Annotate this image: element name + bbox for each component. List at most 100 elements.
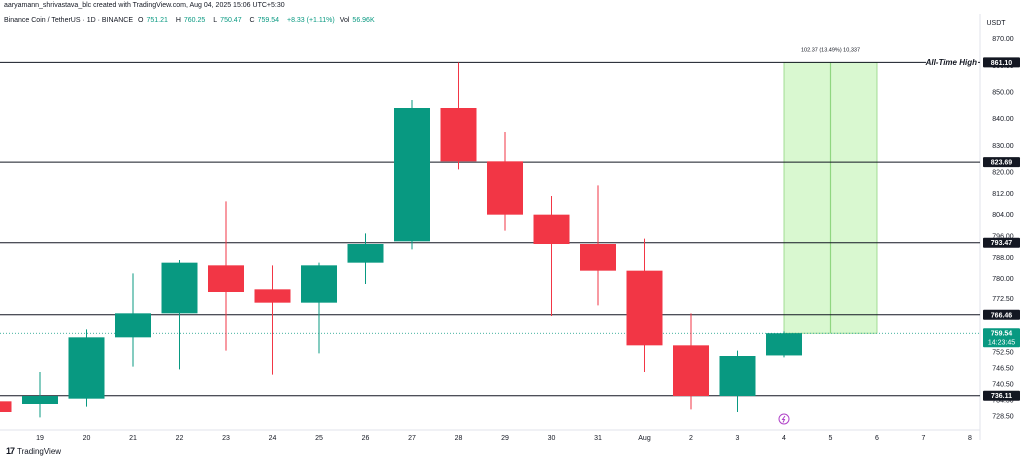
x-tick-label: 21	[129, 435, 137, 442]
candle-body	[347, 244, 384, 263]
level-badge	[983, 237, 1020, 248]
symbol-legend: Binance Coin / TetherUS · 1D · BINANCE O…	[4, 17, 381, 24]
candle	[301, 262, 337, 354]
level-badge	[983, 390, 1020, 401]
y-tick-label: 734.50	[992, 398, 1014, 405]
y-tick-label: 780.00	[992, 276, 1014, 283]
close-value: C 759.54	[249, 17, 280, 24]
x-tick-label: 25	[315, 435, 323, 442]
candle	[22, 372, 58, 418]
y-tick-label: 746.50	[992, 366, 1014, 373]
low-value: L 750.47	[213, 17, 242, 24]
x-tick-label: 8	[968, 435, 972, 442]
y-tick-label: 870.00	[992, 36, 1014, 43]
price-axis	[980, 0, 1024, 462]
all-time-high-annotation: All-Time High	[925, 58, 978, 67]
y-tick-label: 812.00	[992, 191, 1014, 198]
candle	[766, 331, 802, 358]
symbol-name: Binance Coin / TetherUS · 1D · BINANCE	[4, 17, 134, 24]
x-tick-label: Aug	[638, 435, 651, 442]
x-tick-label: 3	[736, 435, 740, 442]
candle-body	[766, 333, 802, 356]
countdown-label: 14:23:45	[988, 340, 1015, 347]
tradingview-brand: TradingView	[17, 446, 62, 456]
candle	[487, 132, 523, 231]
x-tick-label: 27	[408, 435, 416, 442]
measure-label: 102.37 (13.49%) 10,337	[801, 47, 860, 53]
candle-body	[440, 108, 477, 162]
y-tick-label: 820.00	[992, 170, 1014, 177]
candle	[0, 401, 12, 412]
x-tick-label: 7	[922, 435, 926, 442]
x-tick-label: 23	[222, 435, 230, 442]
volume-value: Vol 56.96K	[339, 17, 375, 24]
open-value: O 751.21	[138, 17, 168, 24]
x-tick-label: 28	[455, 435, 463, 442]
candle	[580, 185, 616, 306]
y-tick-label: 788.00	[992, 255, 1014, 262]
x-tick-label: 2	[689, 435, 693, 442]
candle	[440, 62, 477, 170]
candle-body	[115, 313, 151, 338]
chart-credit: aaryamann_shrivastava_blc created with T…	[4, 2, 285, 9]
y-tick-label: 772.50	[992, 296, 1014, 303]
level-badge	[983, 309, 1020, 320]
y-tick-label: 728.50	[992, 414, 1014, 421]
annotation-bg	[926, 56, 978, 68]
y-tick-label: 840.00	[992, 116, 1014, 123]
candle	[394, 100, 430, 250]
candle-body	[394, 108, 430, 242]
candle-body	[487, 161, 523, 215]
candle-body	[673, 345, 709, 396]
candle-body	[68, 337, 105, 399]
candle	[533, 196, 570, 316]
x-tick-label: 26	[362, 435, 370, 442]
candle	[115, 273, 151, 367]
tradingview-footer: 17 TradingView	[6, 446, 61, 456]
candle-body	[0, 401, 12, 412]
y-tick-label: 752.50	[992, 350, 1014, 357]
level-label: 861.10	[991, 60, 1013, 67]
candle	[68, 329, 105, 407]
y-tick-label: 804.00	[992, 212, 1014, 219]
x-tick-label: 6	[875, 435, 879, 442]
candle	[719, 350, 756, 412]
level-badge	[983, 57, 1020, 68]
candle-body	[580, 244, 616, 271]
y-tick-label: 740.50	[992, 382, 1014, 389]
candle-body	[208, 265, 244, 292]
candle	[208, 201, 244, 351]
x-tick-label: 4	[782, 435, 786, 442]
candle	[161, 260, 198, 370]
level-badge	[983, 157, 1020, 168]
level-label: 823.69	[991, 160, 1013, 167]
candle-body	[301, 265, 337, 303]
x-tick-label: 22	[176, 435, 184, 442]
candle	[626, 238, 663, 372]
event-bolt-icon	[781, 415, 786, 423]
candle-body	[719, 356, 756, 396]
x-tick-label: 29	[501, 435, 509, 442]
x-tick-label: 30	[548, 435, 556, 442]
candle	[347, 233, 384, 284]
last-price-badge	[983, 328, 1020, 348]
y-tick-label: 850.00	[992, 90, 1014, 97]
y-tick-label: 830.00	[992, 143, 1014, 150]
candle	[673, 313, 709, 410]
high-value: H 760.25	[175, 17, 206, 24]
level-label: 766.46	[991, 312, 1013, 319]
x-tick-label: 24	[269, 435, 277, 442]
last-price-label: 759.54	[991, 331, 1013, 338]
level-label: 793.47	[991, 240, 1013, 247]
y-tick-label: 796.00	[992, 234, 1014, 241]
candle-body	[161, 262, 198, 314]
change-value: +8.33 (+1.11%)	[286, 17, 335, 24]
candle	[254, 265, 291, 375]
x-tick-label: 20	[83, 435, 91, 442]
tradingview-logo-icon: 17	[6, 446, 15, 456]
level-label: 736.11	[991, 393, 1012, 400]
x-tick-label: 19	[36, 435, 44, 442]
candle-body	[626, 270, 663, 346]
candle-body	[254, 289, 291, 303]
